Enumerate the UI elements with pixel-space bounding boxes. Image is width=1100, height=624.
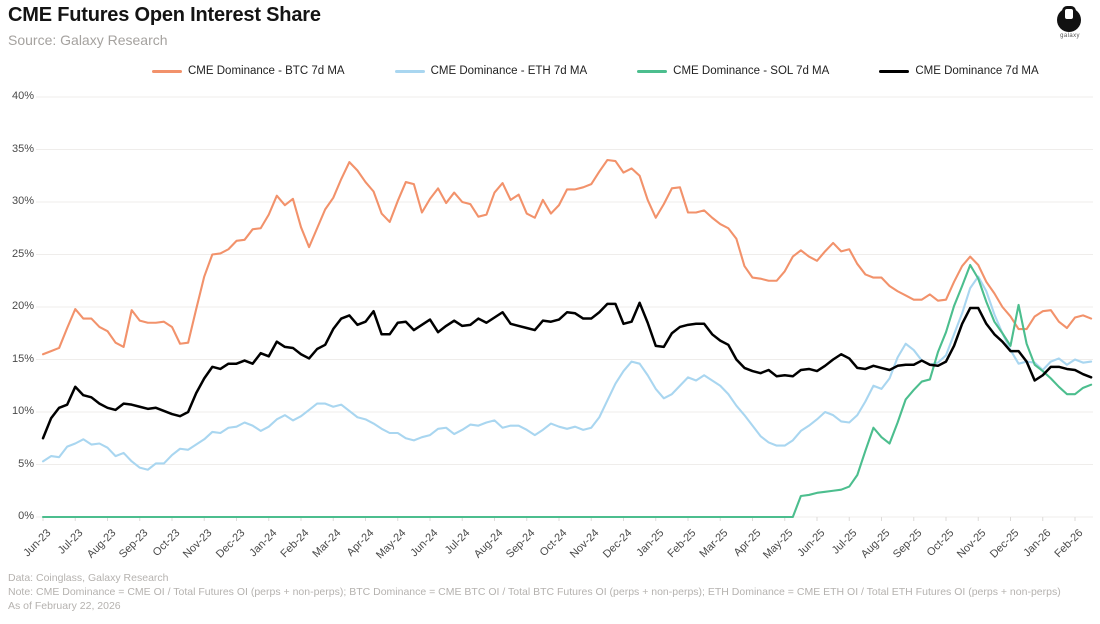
footer-note: Note: CME Dominance = CME OI / Total Fut… (8, 586, 1061, 598)
legend-item-2: CME Dominance - SOL 7d MA (637, 65, 829, 77)
y-tick-label: 25% (11, 247, 34, 260)
footer-data-source: Data: Coinglass, Galaxy Research (8, 572, 169, 584)
legend-label: CME Dominance - BTC 7d MA (188, 65, 345, 77)
galaxy-logo: galaxy (1050, 6, 1090, 39)
legend-label: CME Dominance 7d MA (915, 65, 1039, 77)
logo-square-shape (1062, 6, 1076, 22)
logo-label: galaxy (1060, 33, 1080, 39)
y-tick-label: 15% (11, 352, 34, 365)
series-line-0 (41, 158, 1093, 356)
legend-swatch-icon (394, 69, 425, 73)
legend-label: CME Dominance - ETH 7d MA (430, 65, 588, 77)
series-line-1 (41, 275, 1093, 471)
legend-swatch-icon (879, 69, 910, 73)
legend-swatch-icon (637, 69, 668, 73)
y-tick-label: 0% (18, 510, 34, 522)
legend-item-0: CME Dominance - BTC 7d MA (152, 65, 345, 77)
chart-legend: CME Dominance - BTC 7d MA CME Dominance -… (152, 65, 1039, 77)
footer-as-of-date: As of February 22, 2026 (8, 600, 121, 612)
legend-item-3: CME Dominance 7d MA (879, 65, 1039, 77)
galaxy-logo-icon (1057, 6, 1083, 32)
y-tick-label: 20% (11, 300, 34, 312)
legend-swatch-icon (152, 69, 182, 73)
legend-item-1: CME Dominance - ETH 7d MA (394, 65, 588, 77)
series-line-3 (41, 301, 1093, 440)
page-subtitle: Source: Galaxy Research (8, 32, 168, 48)
series-line-2 (41, 263, 1093, 519)
y-tick-label: 30% (11, 195, 34, 207)
y-tick-label: 35% (11, 142, 34, 155)
page-title: CME Futures Open Interest Share (8, 4, 321, 26)
y-tick-label: 40% (11, 90, 34, 102)
y-tick-label: 5% (18, 457, 34, 470)
y-tick-label: 10% (11, 405, 34, 417)
legend-label: CME Dominance - SOL 7d MA (673, 65, 830, 77)
